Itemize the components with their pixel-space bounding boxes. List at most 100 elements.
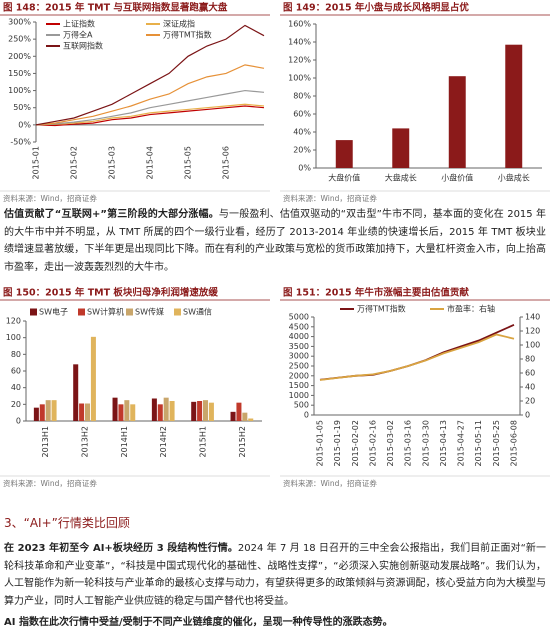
- y-tick-label: 20%: [293, 146, 311, 155]
- y-tick-label: 100%: [8, 86, 31, 95]
- y-tick-label: -50%: [10, 138, 31, 147]
- x-tick-label: 2013H2: [81, 426, 90, 457]
- x-tick-label: 2013H1: [41, 426, 50, 457]
- x-tick-label: 2015-05-25: [492, 420, 501, 467]
- bar: [335, 140, 353, 168]
- series-line: [319, 333, 515, 381]
- y-tick-label: 40%: [293, 128, 311, 137]
- legend-label: 深证成指: [163, 19, 195, 29]
- y-tick-label: 4500: [289, 322, 309, 331]
- legend-label: 市盈率：右轴: [447, 304, 495, 314]
- legend-swatch: [30, 308, 37, 316]
- y-tick-label: 100: [525, 341, 540, 350]
- x-tick-label: 2015H2: [238, 426, 247, 457]
- legend-label: SW传媒: [135, 307, 164, 317]
- paragraph-lead: 在 2023 年初至今 AI+板块经历 3 段结构性行情。: [4, 543, 238, 554]
- x-tick-label: 2015-05-11: [474, 420, 483, 467]
- y-tick-label: 1500: [289, 381, 309, 390]
- bar: [197, 401, 203, 421]
- series-line: [319, 324, 515, 381]
- y-tick-label: 0%: [18, 120, 31, 129]
- y-tick-label: 140%: [288, 38, 311, 47]
- x-tick-label: 2015-04-27: [457, 420, 466, 467]
- x-tick-label: 2015-03-16: [404, 420, 413, 467]
- bar: [169, 401, 175, 421]
- x-tick-label: 2015-04-13: [439, 420, 448, 467]
- y-tick-label: 5000: [289, 313, 309, 322]
- bar: [130, 404, 136, 421]
- y-tick-label: 3500: [289, 342, 309, 351]
- x-tick-label: 2014H2: [159, 426, 168, 457]
- chart: 图 151：2015 年牛市涨幅主要由估值贡献05001000150020002…: [280, 287, 550, 488]
- bar: [79, 403, 85, 421]
- y-tick-label: 250%: [8, 35, 31, 44]
- y-tick-label: 0%: [298, 164, 311, 173]
- legend-label: 万得全A: [63, 30, 93, 40]
- y-tick-label: 500: [294, 401, 309, 410]
- y-tick-label: 2500: [289, 362, 309, 371]
- y-tick-label: 120: [6, 317, 21, 326]
- y-tick-label: 0: [16, 417, 21, 426]
- y-tick-label: 60: [525, 369, 535, 378]
- bar: [203, 400, 209, 421]
- bar: [124, 400, 130, 421]
- y-tick-label: 160%: [288, 20, 311, 29]
- legend-label: 万得TMT指数: [357, 304, 406, 314]
- x-tick-label: 2015-01: [32, 146, 41, 179]
- x-tick-label: 2015-02: [70, 146, 79, 179]
- bar: [39, 404, 45, 421]
- y-tick-label: 80: [525, 355, 535, 364]
- y-tick-label: 1000: [289, 391, 309, 400]
- bar: [230, 411, 236, 421]
- section-heading: 3、“AI+”行情类比回顾: [4, 516, 130, 530]
- bar: [236, 402, 242, 421]
- bar: [112, 397, 118, 421]
- y-tick-label: 120: [525, 327, 540, 336]
- legend-label: SW通信: [183, 307, 212, 317]
- bar: [191, 401, 197, 421]
- paragraph: 估值贡献了“互联网+”第三阶段的大部分涨幅。与一般盈利、估值双驱动的“双击型”牛…: [4, 206, 546, 276]
- paragraph-body: 与一般盈利、估值双驱动的“双击型”牛市不同，基本面的变化在 2015 年的大牛市…: [4, 209, 546, 273]
- chart-source: 资料来源：Wind，招商证券: [283, 478, 377, 488]
- y-tick-label: 2000: [289, 371, 309, 380]
- bar: [157, 404, 163, 421]
- chart-title: 图 149：2015 年小盘与成长风格明显占优: [283, 2, 469, 14]
- legend-label: SW计算机: [87, 307, 124, 317]
- y-tick-label: 80: [11, 350, 21, 359]
- y-tick-label: 60: [11, 367, 21, 376]
- series-line: [35, 89, 265, 126]
- legend-label: SW电子: [39, 307, 68, 317]
- x-tick-label: 2015-03-30: [421, 420, 430, 467]
- bar: [33, 407, 39, 421]
- series-line: [35, 24, 265, 126]
- legend-label: 互联网指数: [63, 41, 103, 51]
- y-tick-label: 200%: [8, 52, 31, 61]
- x-tick-label: 2015-01-05: [316, 420, 325, 467]
- chart: 图 150：2015 年 TMT 板块归母净利润增速放缓 0 20 40 60 80 100…: [0, 287, 270, 488]
- x-tick-label: 小盘价值: [441, 173, 473, 183]
- x-tick-label: 2014H1: [120, 426, 129, 457]
- y-tick-label: 4000: [289, 332, 309, 341]
- y-tick-label: 0: [304, 411, 309, 420]
- y-tick-label: 80%: [293, 92, 311, 101]
- series-line: [35, 103, 265, 126]
- legend-swatch: [126, 308, 133, 316]
- bar: [248, 418, 254, 421]
- chart: 图 148：2015 年 TMT 与互联网指数显著跑赢大盘 -50% 0% 50% 10…: [0, 2, 270, 203]
- x-tick-label: 2015-02-16: [368, 420, 377, 467]
- y-tick-label: 150%: [8, 69, 31, 78]
- bar: [392, 128, 410, 168]
- x-tick-label: 大盘价值: [328, 173, 360, 183]
- chart-source: 资料来源：Wind，招商证券: [3, 478, 97, 488]
- bar: [45, 400, 51, 421]
- bar: [90, 336, 96, 421]
- x-tick-label: 2015-02-02: [351, 420, 360, 467]
- chart: 图 149：2015 年小盘与成长风格明显占优 0% 20% 40% 60% 80% 100…: [280, 2, 550, 203]
- legend-label: 万得TMT指数: [163, 30, 212, 40]
- y-tick-label: 100%: [288, 74, 311, 83]
- x-tick-label: 2015-03-02: [386, 420, 395, 467]
- chart-title: 图 148：2015 年 TMT 与互联网指数显著跑赢大盘: [3, 2, 228, 14]
- series-line: [35, 105, 265, 127]
